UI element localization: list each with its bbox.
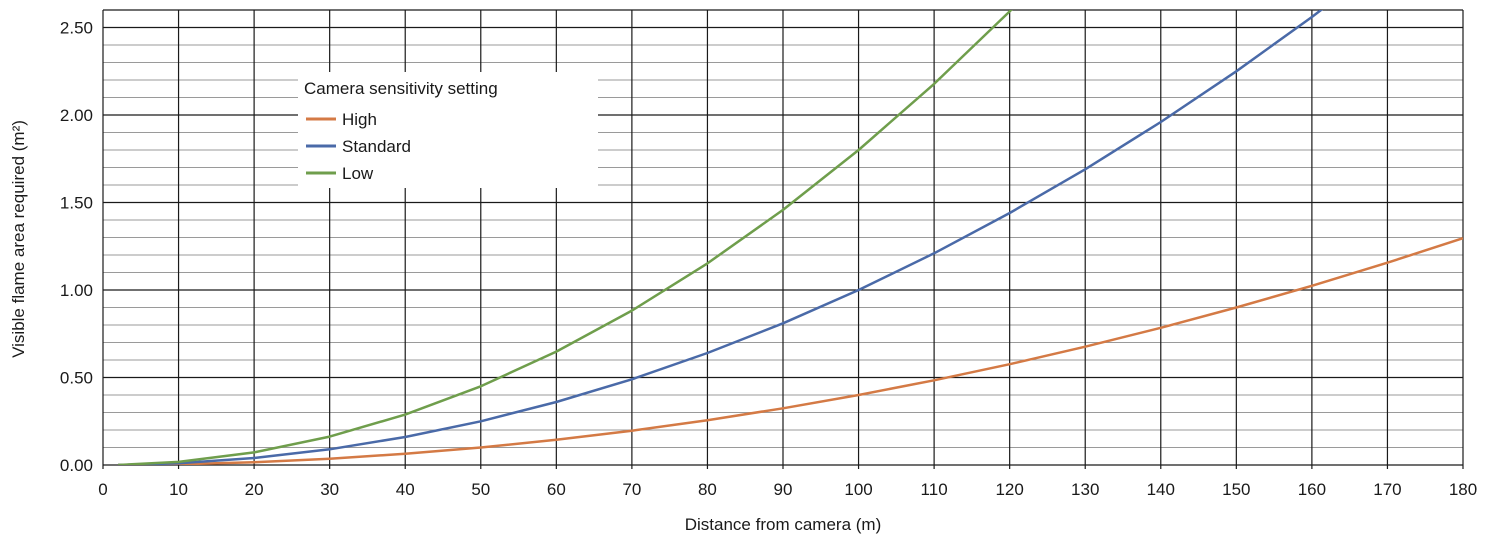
x-tick-labels: 0 10 20 30 40 50 60 70 80 90 100 110 120 130 140 150 160… — [98, 480, 1477, 499]
grid — [102, 9, 1464, 469]
x-tick-label: 160 — [1298, 480, 1326, 499]
y-tick-label: 0.50 — [60, 369, 93, 388]
y-tick-label: 2.00 — [60, 106, 93, 125]
x-tick-label: 170 — [1373, 480, 1401, 499]
x-tick-label: 70 — [622, 480, 641, 499]
x-tick-label: 130 — [1071, 480, 1099, 499]
x-tick-label: 10 — [169, 480, 188, 499]
x-tick-label: 110 — [921, 480, 948, 499]
y-tick-label: 0.00 — [60, 456, 93, 475]
x-tick-label: 80 — [698, 480, 717, 499]
legend-items: High Standard Low — [306, 110, 411, 183]
x-tick-label: 30 — [320, 480, 339, 499]
x-axis-title: Distance from camera (m) — [685, 515, 881, 534]
series-line-high — [118, 237, 1463, 465]
legend-label-standard: Standard — [342, 137, 411, 156]
x-tick-label: 140 — [1147, 480, 1175, 499]
series-layer — [118, 10, 1463, 465]
x-tick-label: 90 — [774, 480, 793, 499]
x-tick-label: 120 — [995, 480, 1023, 499]
x-tick-label: 20 — [245, 480, 264, 499]
x-tick-label: 40 — [396, 480, 415, 499]
x-tick-label: 150 — [1222, 480, 1250, 499]
x-tick-label: 0 — [98, 480, 107, 499]
series-line-low — [118, 10, 1013, 465]
x-tick-label: 50 — [471, 480, 490, 499]
y-tick-label: 1.00 — [60, 281, 93, 300]
x-tick-label: 100 — [844, 480, 872, 499]
legend-title: Camera sensitivity setting — [304, 79, 498, 98]
legend: Camera sensitivity setting High Standard L… — [298, 72, 598, 188]
y-tick-label: 1.50 — [60, 194, 93, 213]
y-axis-title: Visible flame area required (m²) — [9, 120, 28, 358]
x-tick-label: 180 — [1449, 480, 1477, 499]
legend-background — [298, 72, 598, 188]
y-tick-labels: 0.00 0.50 1.00 1.50 2.00 2.50 — [60, 19, 93, 476]
legend-label-low: Low — [342, 164, 374, 183]
x-tick-label: 60 — [547, 480, 566, 499]
y-tick-label: 2.50 — [60, 19, 93, 38]
legend-label-high: High — [342, 110, 377, 129]
series-line-standard — [118, 10, 1324, 465]
